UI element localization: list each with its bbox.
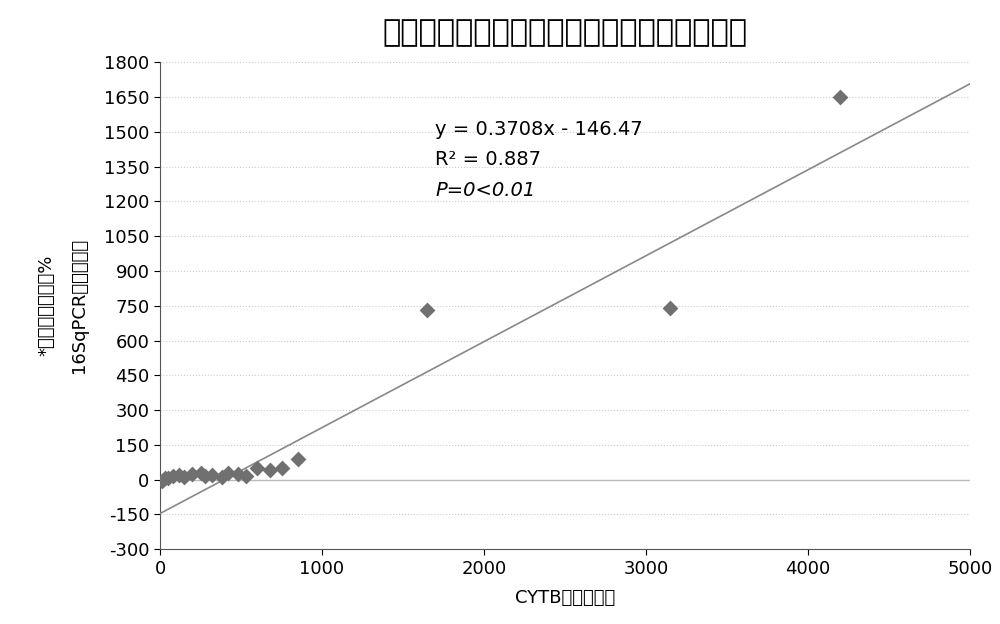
Point bbox=[832, 92, 848, 102]
Point bbox=[230, 469, 246, 479]
Text: *二代测序太阳鱼%: *二代测序太阳鱼% bbox=[38, 255, 56, 356]
X-axis label: CYTB绝对模板数: CYTB绝对模板数 bbox=[515, 588, 615, 607]
Point bbox=[184, 469, 200, 479]
Point bbox=[249, 463, 265, 473]
Point bbox=[171, 470, 187, 480]
Point bbox=[214, 472, 230, 482]
Point bbox=[197, 471, 213, 481]
Point bbox=[220, 467, 236, 477]
Point bbox=[204, 470, 220, 480]
Text: R² = 0.887: R² = 0.887 bbox=[435, 150, 541, 170]
Text: 16SqPCR绝对模板数: 16SqPCR绝对模板数 bbox=[70, 238, 88, 373]
Point bbox=[274, 463, 290, 473]
Point bbox=[419, 305, 435, 315]
Point bbox=[157, 474, 173, 484]
Point bbox=[192, 467, 209, 477]
Point bbox=[290, 454, 306, 464]
Point bbox=[262, 466, 278, 475]
Point bbox=[238, 471, 254, 481]
Point bbox=[165, 471, 181, 481]
Point bbox=[154, 475, 170, 485]
Title: 两种途径得到的蓝鳃太阳鱼相对丰度的相关性: 两种途径得到的蓝鳃太阳鱼相对丰度的相关性 bbox=[382, 19, 748, 47]
Text: P=0<0.01: P=0<0.01 bbox=[435, 180, 536, 200]
Point bbox=[662, 303, 678, 313]
Text: y = 0.3708x - 146.47: y = 0.3708x - 146.47 bbox=[435, 120, 643, 139]
Point bbox=[160, 473, 176, 483]
Point bbox=[176, 472, 192, 482]
